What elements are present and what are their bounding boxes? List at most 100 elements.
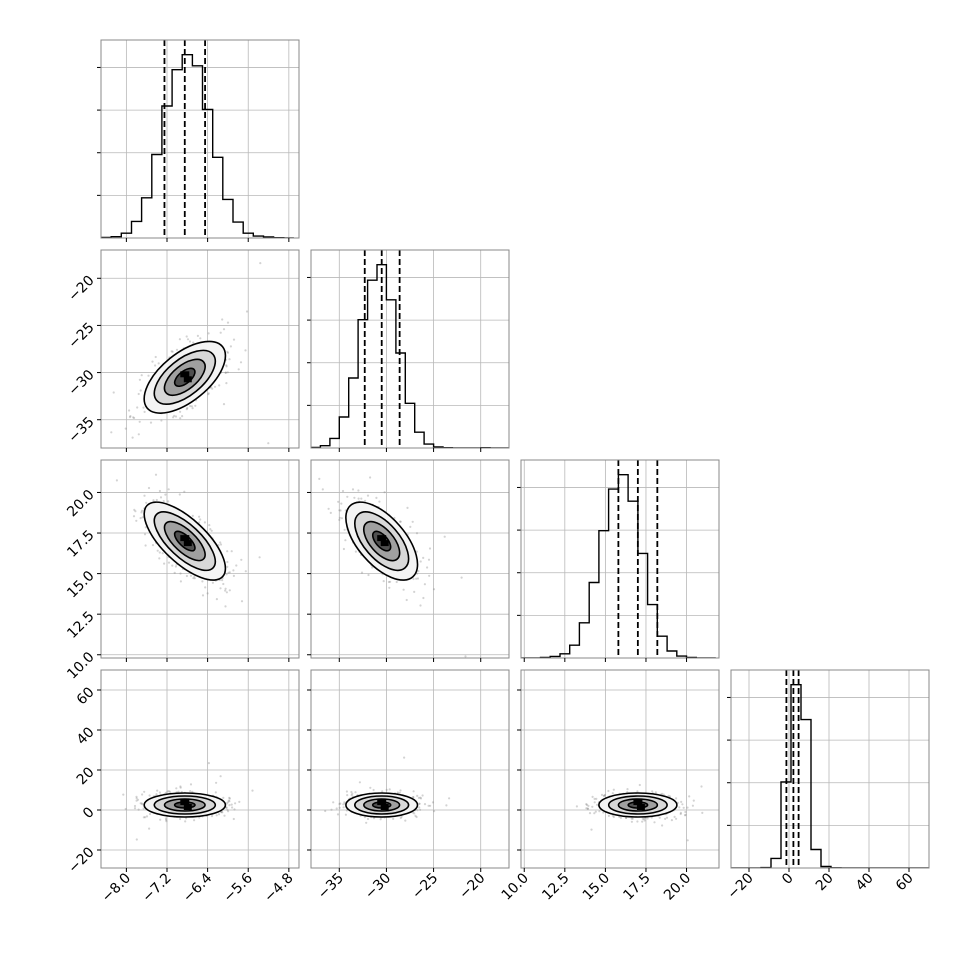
- scatter-point: [219, 587, 222, 590]
- scatter-point: [611, 792, 614, 795]
- scatter-panel-1-2: [307, 459, 510, 662]
- scatter-point: [675, 817, 678, 820]
- scatter-point: [131, 436, 134, 439]
- scatter-point: [598, 810, 601, 813]
- scatter-point: [412, 790, 415, 793]
- scatter-point: [590, 828, 593, 831]
- scatter-point: [345, 790, 348, 793]
- scatter-point: [226, 321, 230, 324]
- scatter-point: [346, 495, 349, 498]
- scatter-point: [199, 518, 202, 521]
- ytick-label-p1-2: −25: [65, 320, 97, 352]
- scatter-point: [350, 790, 353, 794]
- scatter-point: [667, 794, 670, 798]
- scatter-point: [429, 804, 432, 807]
- scatter-point: [204, 586, 207, 589]
- scatter-point: [426, 566, 429, 569]
- scatter-point: [137, 392, 140, 396]
- scatter-point: [431, 801, 435, 804]
- panel-frame-3: [100, 669, 300, 869]
- panel-frame-2: [310, 459, 510, 659]
- scatter-point: [222, 328, 226, 331]
- scatter-point: [177, 790, 180, 793]
- scatter-point: [338, 509, 341, 512]
- scatter-point: [638, 783, 641, 787]
- scatter-point: [129, 415, 132, 418]
- scatter-point: [220, 810, 223, 814]
- scatter-point: [679, 811, 683, 815]
- scatter-point: [135, 519, 138, 522]
- scatter-panel-2-3: [517, 669, 720, 872]
- scatter-point: [152, 499, 155, 502]
- scatter-point: [631, 817, 634, 820]
- scatter-point: [226, 350, 229, 353]
- scatter-point: [141, 803, 144, 806]
- scatter-point: [360, 571, 364, 574]
- scatter-point: [684, 810, 687, 814]
- scatter-point: [392, 817, 395, 821]
- scatter-point: [238, 800, 241, 804]
- density-core-1-a: [180, 535, 190, 542]
- scatter-point: [340, 502, 343, 505]
- scatter-point: [332, 801, 335, 804]
- scatter-point: [185, 335, 188, 338]
- histogram-panel-0: [97, 39, 300, 242]
- xtick-label-p0-1: −7.2: [139, 870, 174, 905]
- scatter-point: [135, 797, 138, 800]
- scatter-point: [585, 807, 588, 810]
- scatter-point: [128, 409, 131, 412]
- scatter-point: [215, 781, 218, 784]
- scatter-point: [167, 500, 170, 503]
- scatter-point: [369, 786, 372, 789]
- scatter-point: [339, 802, 342, 805]
- scatter-point: [232, 569, 235, 572]
- scatter-point: [210, 529, 213, 532]
- xtick-label-p3-0: −20: [725, 870, 757, 902]
- scatter-point: [178, 493, 181, 496]
- scatter-point: [201, 594, 205, 597]
- scatter-point: [342, 803, 345, 806]
- scatter-point: [142, 807, 145, 810]
- scatter-point: [428, 574, 431, 577]
- scatter-point: [149, 421, 153, 424]
- scatter-point: [692, 799, 695, 802]
- scatter-point: [641, 820, 644, 823]
- contour-line-2-3: [371, 530, 392, 552]
- scatter-point: [443, 535, 446, 538]
- scatter-point: [668, 795, 672, 798]
- density-core-5-b: [636, 804, 645, 810]
- scatter-point: [346, 794, 349, 797]
- scatter-point: [232, 817, 235, 821]
- panel-content-4: [311, 670, 509, 868]
- scatter-point: [404, 819, 407, 822]
- scatter-point: [419, 797, 423, 800]
- ytick-label-p2-0: 10.0: [64, 649, 97, 682]
- scatter-point: [396, 791, 399, 794]
- scatter-point: [388, 586, 391, 589]
- scatter-point: [239, 361, 243, 364]
- scatter-point: [230, 803, 233, 806]
- scatter-point: [411, 520, 414, 523]
- scatter-point: [186, 406, 189, 410]
- scatter-point: [170, 350, 173, 353]
- scatter-point: [156, 789, 159, 792]
- scatter-point: [124, 427, 127, 430]
- scatter-point: [329, 511, 332, 514]
- scatter-point: [224, 371, 227, 374]
- scatter-point: [372, 788, 375, 792]
- xtick-label-p2-4: 20.0: [661, 870, 694, 903]
- scatter-point: [399, 789, 402, 792]
- scatter-point: [191, 514, 194, 518]
- density-core-4-b: [380, 804, 389, 810]
- xtick-label-p0-2: −6.4: [180, 870, 215, 905]
- density-core-2-b: [380, 540, 389, 547]
- scatter-point: [141, 793, 144, 796]
- scatter-point: [140, 802, 143, 805]
- scatter-point: [418, 802, 421, 805]
- scatter-point: [226, 371, 229, 374]
- scatter-point: [185, 408, 188, 411]
- scatter-point: [158, 489, 161, 493]
- scatter-point: [642, 818, 645, 821]
- scatter-point: [222, 796, 225, 800]
- scatter-point: [680, 800, 683, 804]
